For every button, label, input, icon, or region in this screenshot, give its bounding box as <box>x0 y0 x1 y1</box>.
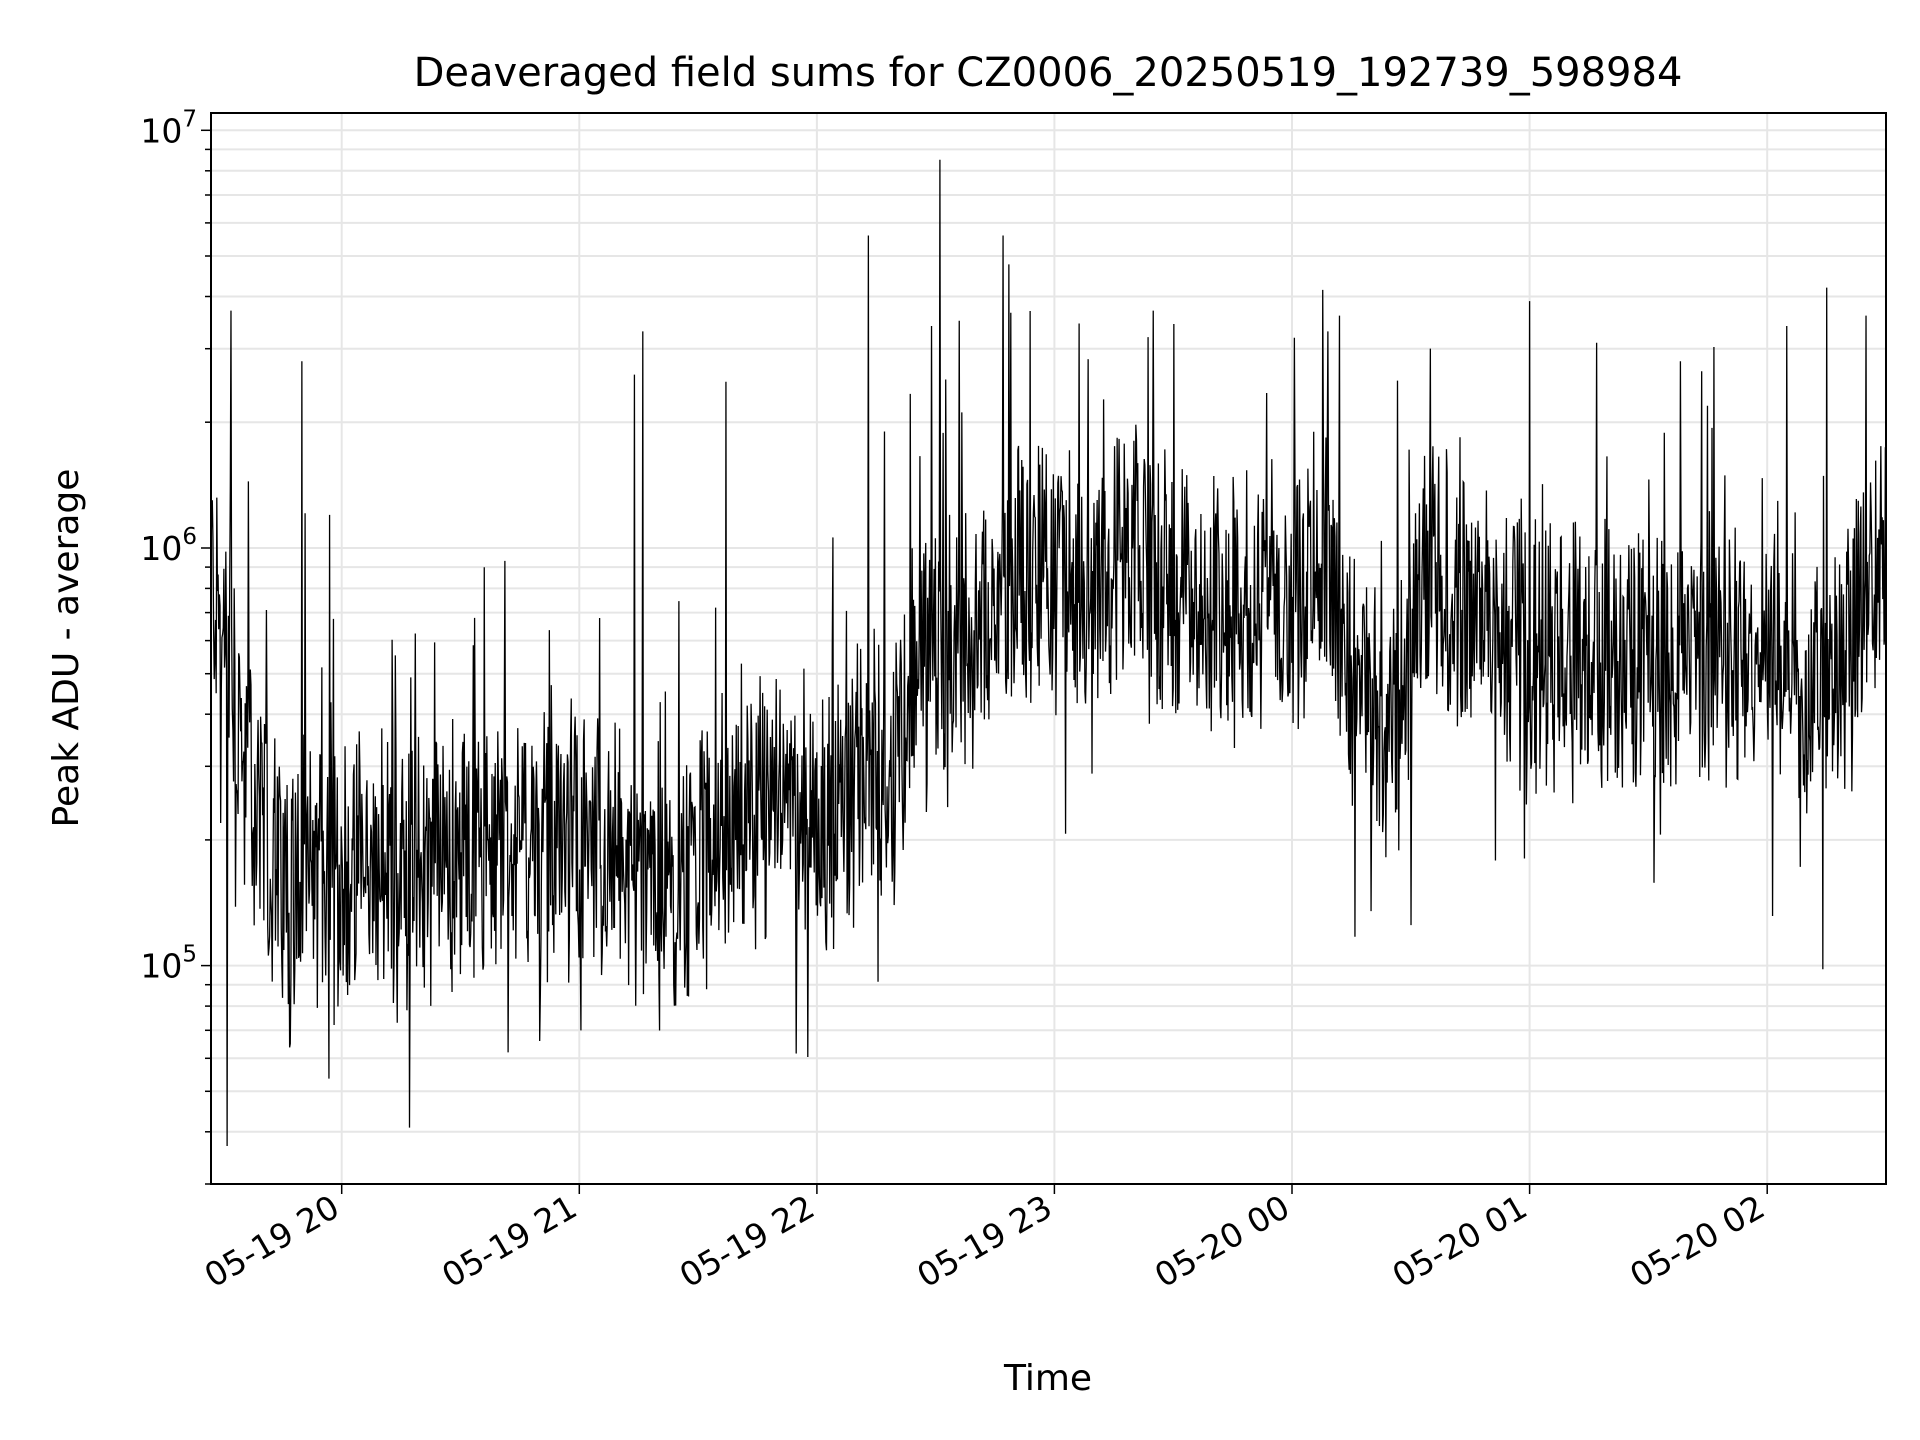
y-tick-label: 105 <box>140 942 197 986</box>
x-tick-label: 05-19 22 <box>673 1187 821 1295</box>
x-tick-label: 05-19 20 <box>198 1187 346 1295</box>
series-line <box>210 159 1887 1146</box>
x-tick-label: 05-19 21 <box>435 1187 583 1295</box>
x-tick-label: 05-20 00 <box>1148 1187 1296 1295</box>
plot-frame <box>210 112 1887 1185</box>
y-tick-label: 107 <box>140 106 197 150</box>
x-tick-label: 05-20 02 <box>1623 1187 1771 1295</box>
y-tick-label: 106 <box>140 524 197 568</box>
chart-title: Deaveraged field sums for CZ0006_2025051… <box>414 50 1683 96</box>
y-axis-label: Peak ADU - average <box>46 469 87 828</box>
x-axis-label: Time <box>1003 1358 1092 1399</box>
series-layer <box>210 159 1887 1146</box>
x-tick-label: 05-20 01 <box>1386 1187 1534 1295</box>
x-tick-label: 05-19 23 <box>910 1187 1058 1295</box>
